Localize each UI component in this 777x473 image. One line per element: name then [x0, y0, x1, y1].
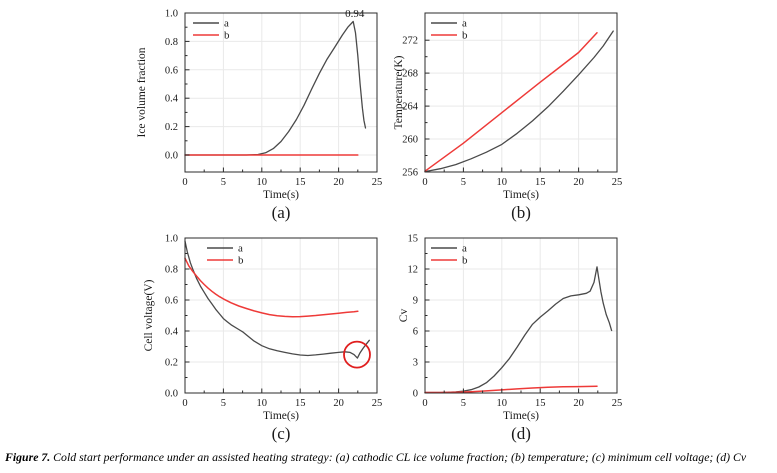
svg-text:15: 15 — [295, 398, 306, 409]
svg-text:Time(s): Time(s) — [503, 410, 539, 422]
svg-text:3: 3 — [413, 358, 418, 369]
svg-text:5: 5 — [461, 177, 466, 188]
svg-text:Ice volume fraction: Ice volume fraction — [136, 47, 148, 137]
svg-text:5: 5 — [221, 398, 226, 409]
figure-caption-label: Figure 7. — [5, 450, 51, 464]
svg-text:0: 0 — [413, 389, 418, 400]
svg-text:(b): (b) — [511, 203, 531, 222]
svg-text:0.2: 0.2 — [165, 122, 178, 133]
svg-text:Time(s): Time(s) — [503, 189, 539, 201]
svg-text:0.0: 0.0 — [165, 151, 178, 162]
svg-text:10: 10 — [497, 177, 508, 188]
svg-text:0.8: 0.8 — [165, 37, 178, 48]
svg-text:10: 10 — [497, 398, 508, 409]
figure-caption: Figure 7. Cold start performance under a… — [5, 450, 777, 465]
svg-text:15: 15 — [535, 398, 546, 409]
svg-text:10: 10 — [257, 177, 268, 188]
svg-text:15: 15 — [535, 177, 546, 188]
svg-text:10: 10 — [257, 398, 268, 409]
svg-text:0.4: 0.4 — [165, 94, 179, 105]
svg-text:a: a — [238, 243, 243, 255]
svg-text:20: 20 — [573, 398, 584, 409]
svg-text:0.8: 0.8 — [165, 265, 178, 276]
svg-text:(c): (c) — [272, 424, 291, 443]
svg-text:0: 0 — [422, 177, 427, 188]
svg-text:5: 5 — [461, 398, 466, 409]
svg-text:256: 256 — [402, 168, 418, 179]
svg-text:(d): (d) — [511, 424, 531, 443]
svg-text:Time(s): Time(s) — [263, 189, 299, 201]
svg-text:15: 15 — [295, 177, 306, 188]
svg-text:25: 25 — [372, 177, 383, 188]
svg-text:0: 0 — [422, 398, 427, 409]
svg-text:15: 15 — [408, 234, 419, 245]
svg-text:5: 5 — [221, 177, 226, 188]
svg-text:268: 268 — [402, 69, 418, 80]
svg-text:20: 20 — [333, 398, 344, 409]
svg-text:Cell voltage(V): Cell voltage(V) — [143, 279, 155, 351]
svg-text:b: b — [224, 30, 230, 42]
svg-text:b: b — [238, 255, 244, 267]
svg-text:0: 0 — [182, 177, 187, 188]
chart-ice-volume-fraction: 0 5 10 15 20 25 0.0 0.2 0.4 0.6 0.8 1.0 ab 0.94 Time(s… — [136, 8, 383, 222]
svg-text:0.6: 0.6 — [165, 65, 178, 76]
svg-text:a: a — [224, 18, 229, 30]
svg-text:0.4: 0.4 — [165, 327, 179, 338]
svg-text:(a): (a) — [272, 203, 291, 222]
svg-text:0: 0 — [182, 398, 187, 409]
svg-text:0.94: 0.94 — [345, 8, 365, 20]
svg-text:b: b — [462, 255, 468, 267]
svg-text:1.0: 1.0 — [165, 9, 178, 20]
svg-text:0.2: 0.2 — [165, 358, 178, 369]
svg-text:25: 25 — [372, 398, 383, 409]
svg-text:a: a — [462, 18, 467, 30]
svg-text:260: 260 — [402, 135, 418, 146]
chart-temperature: 0 5 10 15 20 25 256 260 264 268 272 ab Time(s) Temper… — [393, 12, 623, 222]
svg-text:Time(s): Time(s) — [263, 410, 299, 422]
svg-text:272: 272 — [402, 36, 418, 47]
svg-text:b: b — [462, 30, 468, 42]
svg-text:0.0: 0.0 — [165, 389, 178, 400]
svg-text:9: 9 — [413, 296, 418, 307]
svg-text:25: 25 — [612, 398, 623, 409]
svg-text:25: 25 — [612, 177, 623, 188]
svg-text:0.6: 0.6 — [165, 296, 178, 307]
svg-text:264: 264 — [402, 102, 419, 113]
chart-cell-voltage: 0 5 10 15 20 25 0.0 0.2 0.4 0.6 0.8 1.0 ab Time(s) Cel… — [143, 234, 383, 444]
chart-cv: 0 5 10 15 20 25 0 3 6 9 12 15 ab Time(s) Cv (d) — [398, 234, 623, 444]
svg-text:Temperature(K): Temperature(K) — [393, 55, 405, 129]
svg-text:Cv: Cv — [398, 309, 410, 323]
svg-text:a: a — [462, 243, 467, 255]
svg-text:12: 12 — [408, 265, 419, 276]
svg-text:1.0: 1.0 — [165, 234, 178, 245]
svg-text:6: 6 — [413, 327, 418, 338]
svg-text:20: 20 — [573, 177, 584, 188]
svg-text:20: 20 — [333, 177, 344, 188]
figure-caption-text: Cold start performance under an assisted… — [50, 450, 747, 464]
